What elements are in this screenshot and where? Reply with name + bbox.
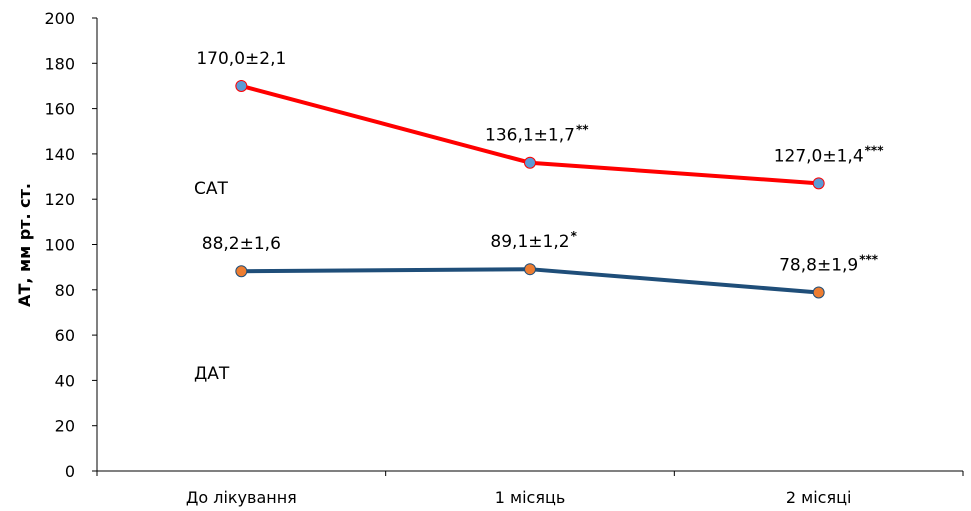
series-name-label: САТ (194, 179, 228, 199)
x-tick-label: 2 місяці (786, 488, 852, 507)
y-tick-label: 120 (44, 190, 75, 209)
data-point (812, 177, 825, 190)
y-tick-label: 0 (65, 462, 75, 481)
y-tick-label: 140 (44, 145, 75, 164)
series-sat: 170,0±2,1 136,1±1,7 ** 127,0±1,4 *** САТ (194, 49, 884, 199)
x-axis-ticks: До лікування 1 місяць 2 місяці (96, 471, 964, 507)
data-point (235, 265, 248, 278)
series-name-label: ДАТ (194, 364, 230, 384)
y-tick-label: 180 (44, 54, 75, 73)
y-tick-label: 60 (55, 326, 75, 345)
data-point (524, 156, 536, 169)
data-point (524, 263, 536, 276)
y-tick-label: 20 (55, 417, 75, 436)
data-label: 78,8±1,9 (779, 256, 858, 276)
y-tick-label: 80 (55, 281, 75, 300)
data-point (812, 286, 825, 299)
y-axis-label: АТ, мм рт. ст. (15, 183, 34, 307)
y-tick-label: 200 (44, 9, 75, 28)
y-tick-label: 100 (44, 236, 75, 255)
y-tick-label: 40 (55, 371, 75, 390)
x-tick-label: 1 місяць (495, 488, 566, 507)
significance-marker: * (571, 229, 578, 243)
data-point (235, 79, 248, 92)
y-tick-label: 160 (44, 100, 75, 119)
significance-marker: ** (576, 123, 589, 137)
data-label: 89,1±1,2 (490, 232, 569, 252)
series-dat: 88,2±1,6 89,1±1,2 * 78,8±1,9 *** ДАТ (194, 229, 879, 384)
data-label: 127,0±1,4 (774, 146, 864, 166)
significance-marker: *** (859, 253, 879, 267)
data-label: 170,0±2,1 (196, 49, 286, 69)
significance-marker: *** (865, 143, 885, 157)
x-tick-label: До лікування (186, 488, 297, 507)
data-label: 88,2±1,6 (202, 234, 281, 254)
y-axis-ticks: 0 20 40 60 80 100 120 140 160 180 200 (44, 9, 97, 481)
data-label: 136,1±1,7 (485, 126, 575, 146)
